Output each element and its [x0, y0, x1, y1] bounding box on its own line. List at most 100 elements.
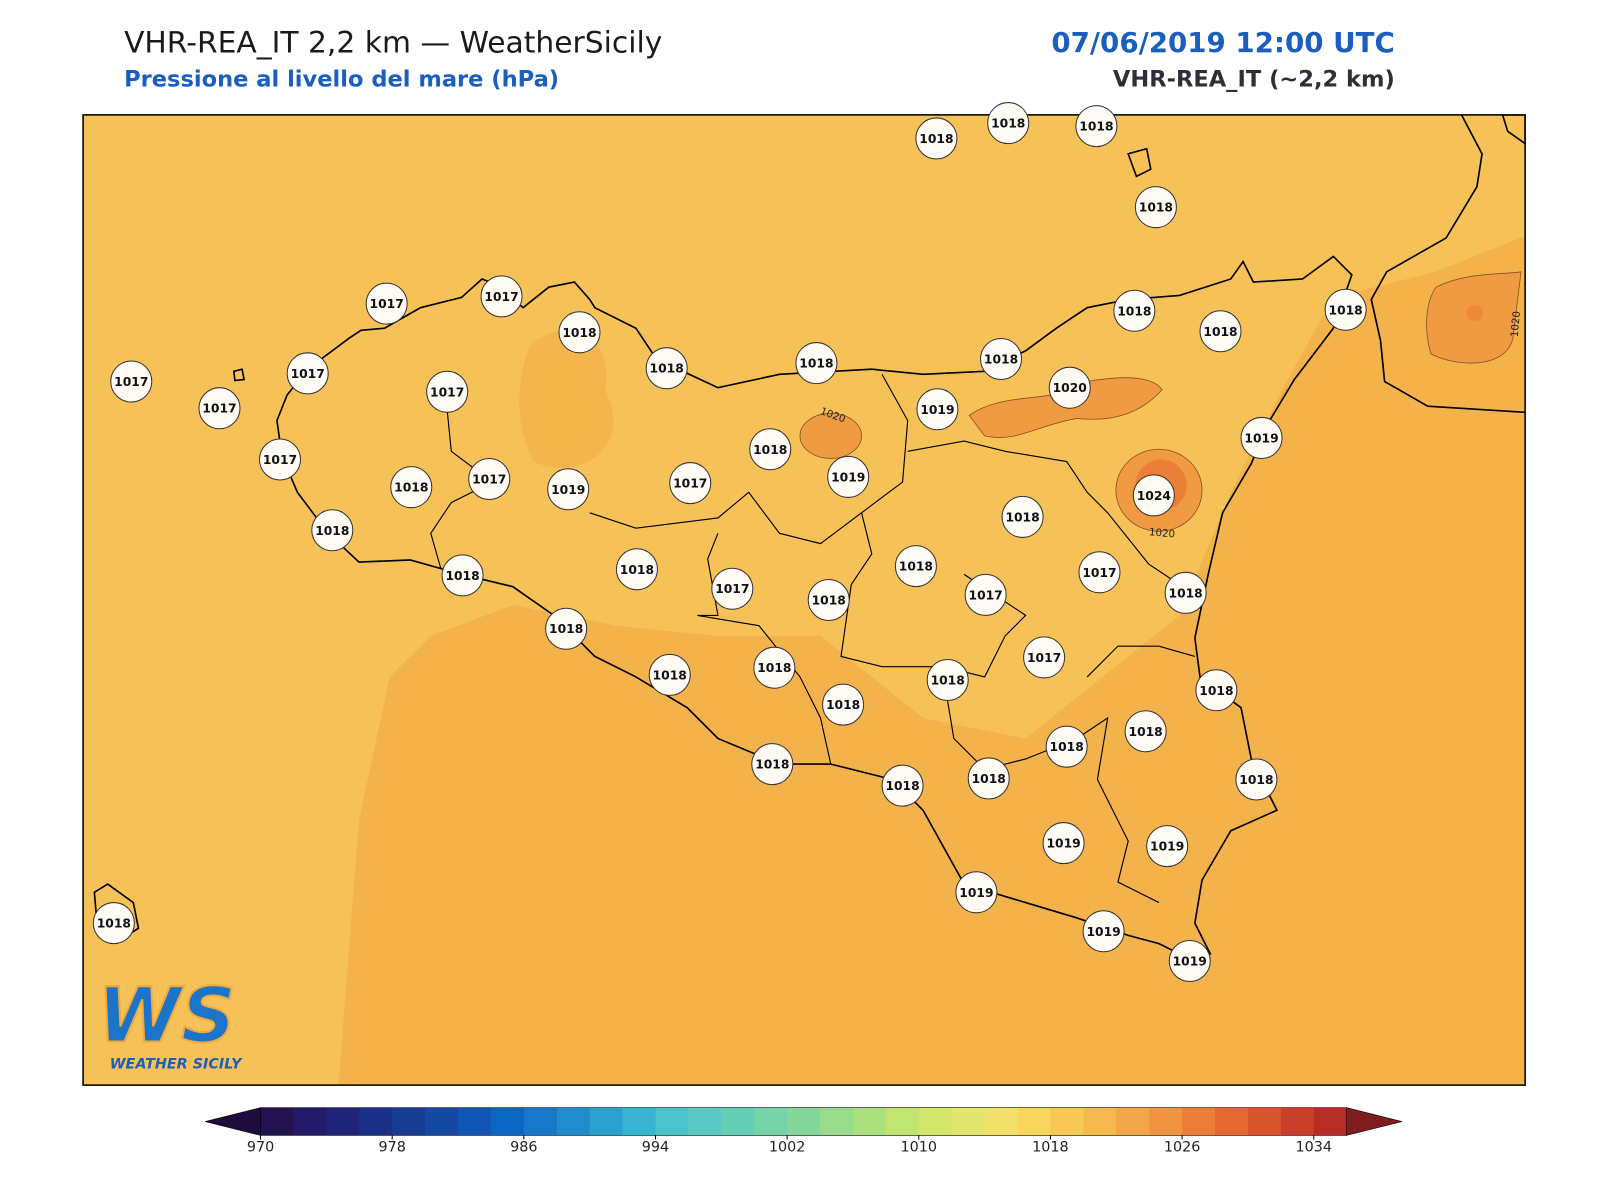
- station-value: 1019: [1086, 925, 1120, 939]
- station-marker: [1001, 495, 1044, 538]
- station-marker: [1146, 825, 1189, 868]
- colorbar: 970 978 986 994 1002 1010 1018 1026 1034: [205, 1107, 1403, 1156]
- station-value: 1024: [1137, 489, 1171, 503]
- station-marker: [390, 466, 433, 509]
- station: 1018: [807, 578, 850, 622]
- station-marker: [545, 607, 588, 650]
- colorbar-bin: [523, 1107, 558, 1136]
- colorbar-bin: [688, 1107, 722, 1136]
- station-marker: [1164, 571, 1207, 614]
- station-value: 1018: [885, 779, 919, 793]
- station-marker: [827, 455, 870, 498]
- station-value: 1018: [620, 563, 654, 577]
- station-value: 1018: [984, 353, 1018, 367]
- colorbar-bin: [392, 1107, 426, 1136]
- station: 1017: [1023, 636, 1066, 679]
- station: 1018: [615, 548, 658, 591]
- station-marker: [822, 683, 865, 726]
- station: 1018: [1134, 186, 1177, 229]
- station-marker: [1048, 366, 1091, 409]
- station: 1018: [645, 347, 688, 390]
- station-value: 1018: [445, 569, 479, 583]
- colorbar-bin: [589, 1107, 624, 1136]
- title: VHR-REA_IT 2,2 km — WeatherSicily: [124, 26, 662, 61]
- station-value: 1018: [919, 132, 953, 146]
- station-marker: [547, 468, 590, 511]
- station: 1018: [441, 554, 484, 597]
- station-marker: [1082, 910, 1125, 953]
- station-marker: [198, 387, 241, 430]
- colorbar-bin: [984, 1107, 1019, 1136]
- station-value: 1018: [1329, 303, 1363, 317]
- station: 1019: [1082, 910, 1125, 953]
- station-marker: [1045, 725, 1088, 768]
- station: 1018: [558, 311, 601, 354]
- station-value: 1018: [755, 758, 789, 772]
- station-marker: [558, 311, 601, 354]
- map-frame: [82, 114, 1526, 1086]
- station-value: 1017: [484, 290, 518, 304]
- colorbar-bin: [1215, 1107, 1249, 1136]
- colorbar-extend-low: [205, 1107, 261, 1136]
- station-value: 1018: [1169, 586, 1203, 600]
- station-marker: [645, 347, 688, 390]
- station-marker: [751, 743, 794, 786]
- station-value: 1018: [991, 117, 1025, 131]
- colorbar-bin: [820, 1107, 854, 1136]
- station-value: 1018: [562, 326, 596, 340]
- colorbar-bin: [359, 1107, 393, 1136]
- station-value: 1018: [1050, 740, 1084, 754]
- station: 1018: [926, 658, 969, 702]
- station-marker: [311, 509, 354, 552]
- border: [943, 676, 1160, 904]
- colorbar-bin: [1116, 1107, 1150, 1136]
- subtitle: Pressione al livello del mare (hPa): [124, 67, 559, 93]
- station: 1017: [110, 360, 153, 403]
- station-value: 1018: [799, 357, 833, 371]
- station-marker: [365, 282, 408, 325]
- station-marker: [468, 457, 511, 500]
- station: 1018: [1199, 310, 1242, 353]
- contour-label: 1020: [1149, 526, 1176, 540]
- station-value: 1018: [826, 698, 860, 712]
- station: 1017: [198, 387, 241, 430]
- colorbar-bin: [622, 1107, 656, 1136]
- station-marker: [480, 275, 523, 318]
- border: [430, 399, 494, 570]
- station: 1018: [1075, 105, 1118, 148]
- station-marker: [110, 360, 153, 403]
- station-value: 1018: [1079, 120, 1113, 134]
- station-marker: [1042, 822, 1085, 865]
- station-value: 1018: [1129, 725, 1163, 739]
- station-value: 1018: [931, 674, 965, 688]
- station: 1018: [390, 466, 433, 509]
- station: 1018: [1045, 725, 1088, 768]
- province-borders: [430, 374, 1196, 904]
- station-marker: [987, 102, 1030, 145]
- station-value: 1018: [757, 661, 791, 675]
- island: [1501, 114, 1526, 145]
- station: 1018: [987, 102, 1030, 145]
- station-marker: [426, 370, 469, 413]
- station: 1017: [286, 352, 329, 395]
- station-marker: [1235, 758, 1278, 801]
- station: 1018: [1164, 571, 1207, 614]
- station-value: 1017: [1082, 566, 1116, 580]
- station-marker: [749, 428, 792, 471]
- station: 1019: [1240, 416, 1283, 459]
- island: [232, 368, 246, 382]
- station-value: 1018: [549, 622, 583, 636]
- station-value: 1018: [899, 560, 933, 574]
- colorbar-bin: [655, 1107, 689, 1136]
- station: 1020: [1048, 366, 1091, 409]
- station-value: 1017: [1027, 651, 1061, 665]
- border: [1086, 645, 1196, 678]
- colorbar-extend-high: [1346, 1107, 1403, 1136]
- station-value: 1019: [1173, 955, 1207, 969]
- station-value: 1018: [812, 594, 846, 608]
- station-value: 1018: [650, 362, 684, 376]
- date: 07/06/2019 12:00 UTC: [1051, 26, 1394, 59]
- station-value: 1019: [1244, 431, 1278, 445]
- station-marker: [1324, 288, 1367, 331]
